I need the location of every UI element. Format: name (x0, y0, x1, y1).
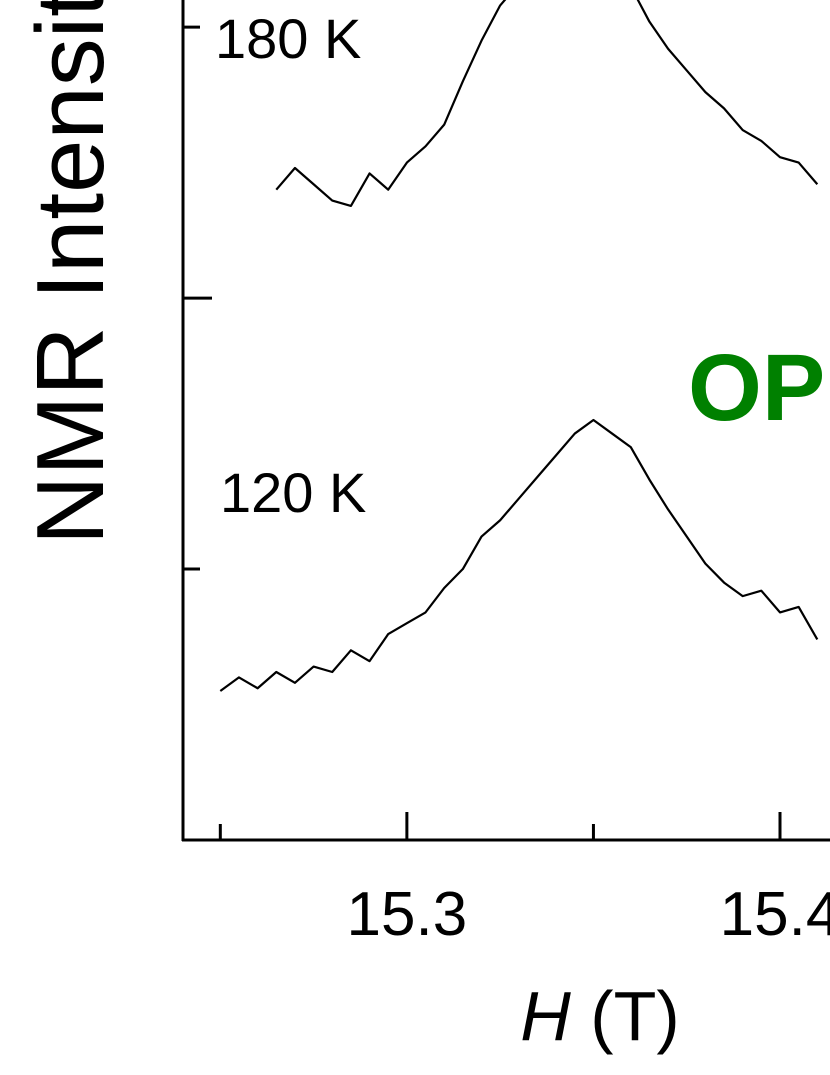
series-line (275, 0, 819, 208)
x-axis-symbol: H (520, 977, 571, 1055)
x-axis-unit: (T) (571, 977, 680, 1055)
series-line (219, 418, 819, 692)
x-tick-label: 15.4 (720, 880, 830, 949)
x-axis-label: H (T) (520, 977, 679, 1055)
annotation: OP (688, 335, 825, 441)
plot-area (219, 0, 819, 692)
y-axis-label: NMR Intensity (17, 0, 124, 545)
x-tick-label: 15.3 (347, 880, 468, 949)
series-label: 120 K (220, 461, 366, 524)
series-label: 180 K (215, 7, 361, 70)
